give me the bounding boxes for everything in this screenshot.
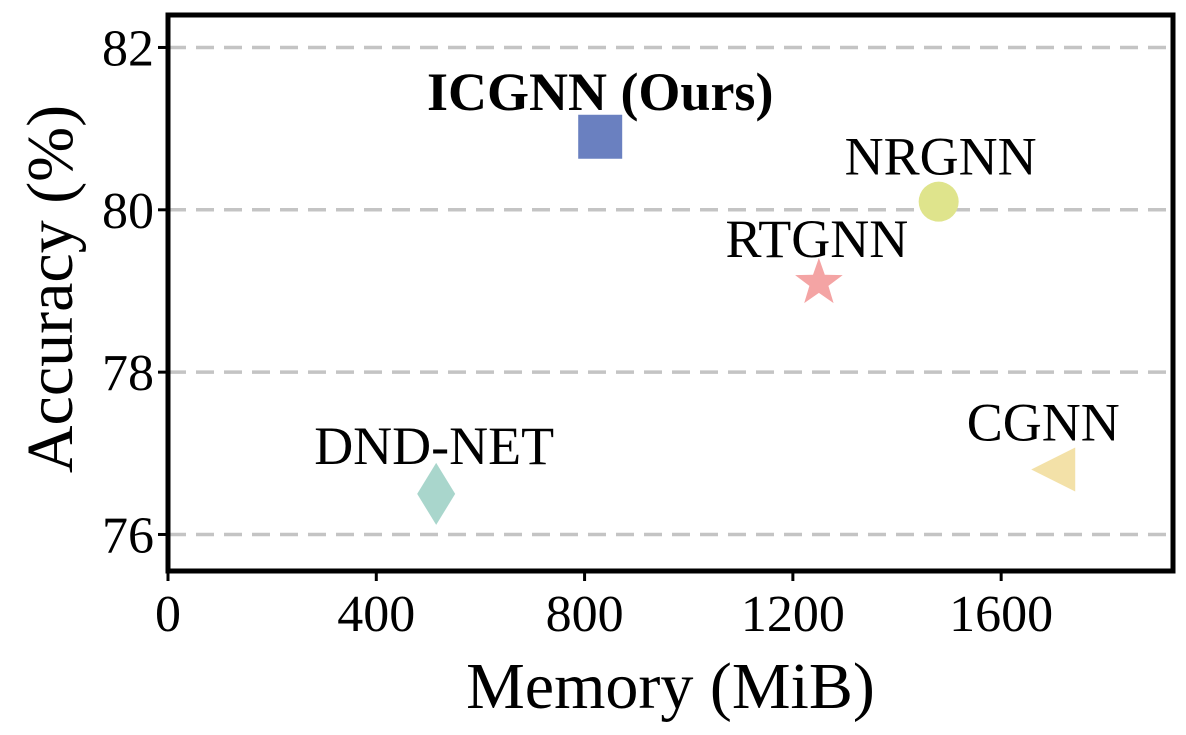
plot-frame xyxy=(165,12,1176,574)
x-tick-label: 400 xyxy=(337,586,415,643)
y-tick-label: 76 xyxy=(102,507,154,564)
point-dnd-net xyxy=(417,462,456,525)
label-cgnn: CGNN xyxy=(967,393,1120,453)
y-tick-label: 78 xyxy=(102,345,154,402)
x-tick-label: 1200 xyxy=(741,586,845,643)
point-rtgnn xyxy=(795,257,843,304)
point-labels: ICGNN (Ours) NRGNN RTGNN CGNN DND-NET xyxy=(314,62,1120,476)
data-points xyxy=(417,114,1076,525)
label-icgnn-ours: ICGNN (Ours) xyxy=(427,62,774,122)
point-cgnn xyxy=(1031,447,1076,492)
label-dnd-net: DND-NET xyxy=(314,416,554,476)
point-icgnn-ours xyxy=(578,114,623,159)
x-tick-label: 800 xyxy=(546,586,624,643)
label-nrgnn: NRGNN xyxy=(845,127,1037,187)
x-axis-label: Memory (MiB) xyxy=(466,650,875,723)
x-tick-label: 0 xyxy=(155,586,181,643)
point-nrgnn xyxy=(918,181,959,222)
y-axis-label: Accuracy (%) xyxy=(14,105,87,473)
axis-ticks: 76 78 80 82 0 400 800 1200 1600 xyxy=(102,20,1053,643)
label-rtgnn: RTGNN xyxy=(726,209,909,269)
y-tick-label: 80 xyxy=(102,183,154,240)
y-tick-label: 82 xyxy=(102,20,154,77)
x-tick-label: 1600 xyxy=(949,586,1053,643)
